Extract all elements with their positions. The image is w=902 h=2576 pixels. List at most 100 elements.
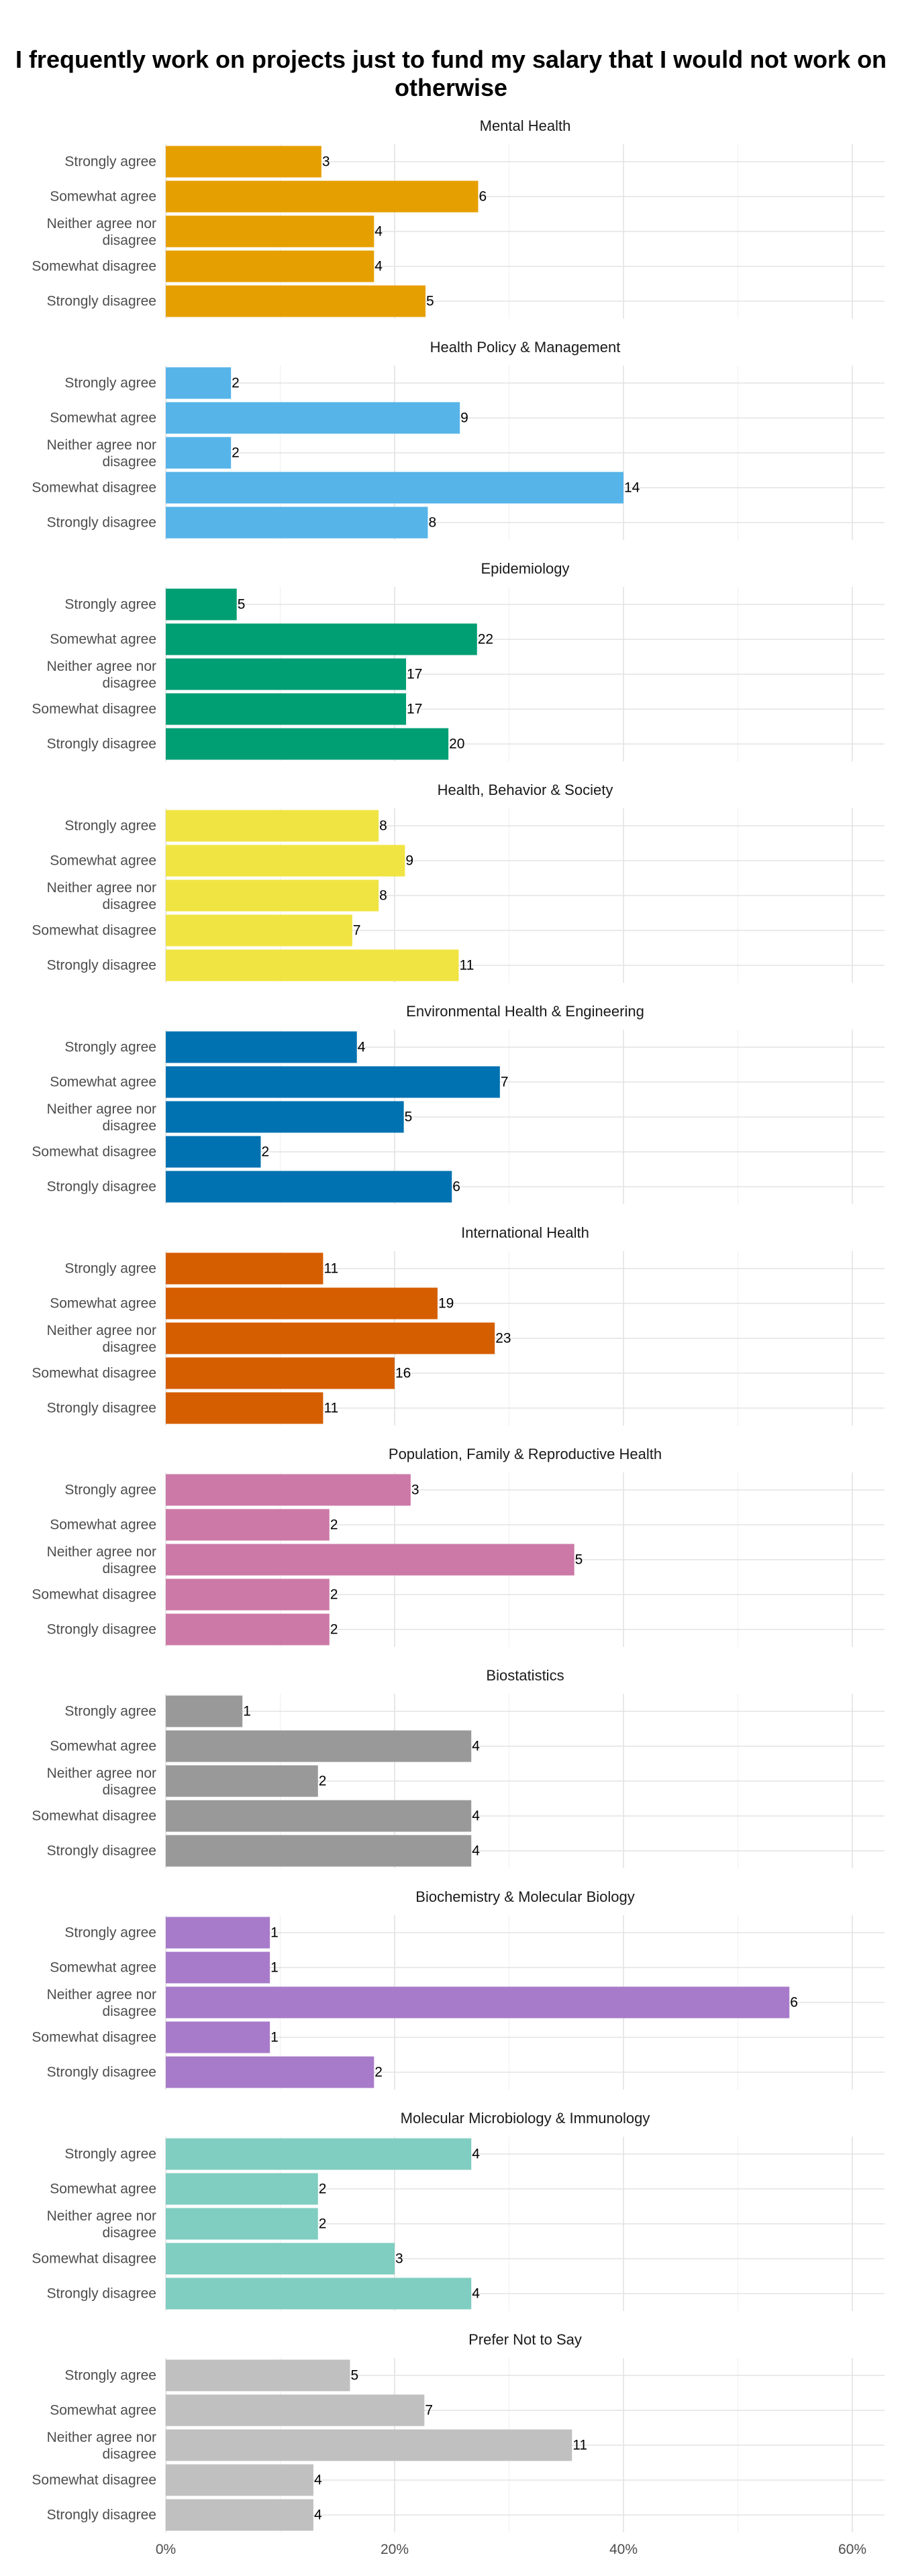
bar [166, 180, 479, 213]
bar [166, 2277, 472, 2310]
category-label: Strongly agree [64, 818, 156, 834]
bar [166, 845, 405, 877]
category-label: Strongly disagree [47, 2065, 156, 2080]
data-label: 2 [330, 1622, 338, 1638]
bar [166, 1031, 357, 1063]
bar [166, 1951, 270, 1984]
category-label-line: Neither agree nor [47, 1544, 156, 1560]
bar [166, 1287, 438, 1320]
category-label-line: disagree [102, 2225, 156, 2241]
data-label: 4 [472, 2286, 480, 2302]
facet-title: Prefer Not to Say [468, 2331, 582, 2348]
category-label: Strongly disagree [47, 2286, 156, 2302]
bar [166, 728, 449, 760]
category-label: Neither agree nor disagree [47, 1544, 156, 1576]
data-label: 4 [314, 2508, 322, 2523]
data-label: 4 [472, 1809, 480, 1824]
category-label: Neither agree nor disagree [47, 659, 156, 691]
data-label: 7 [353, 923, 361, 938]
category-label: Somewhat disagree [32, 1144, 156, 1160]
category-label-line: disagree [102, 676, 156, 691]
category-label: Somewhat agree [50, 1739, 156, 1754]
category-label: Strongly disagree [47, 1622, 156, 1638]
category-label: Somewhat disagree [32, 1809, 156, 1824]
facet-panel: Mental Health 3 Strongly agree 6 Somewhat ag… [32, 117, 885, 319]
data-label: 5 [351, 2368, 359, 2383]
data-label: 5 [426, 294, 434, 309]
bar [166, 2394, 425, 2426]
bar [166, 1613, 330, 1646]
facet-title: Mental Health [480, 117, 571, 134]
facet-panel: Population, Family & Reproductive Health… [32, 1446, 885, 1647]
data-label: 7 [425, 2403, 433, 2418]
category-label: Strongly agree [64, 1704, 156, 1719]
category-label-line: Neither agree nor [47, 437, 156, 453]
category-label: Neither agree nor disagree [47, 2208, 156, 2241]
bar [166, 1730, 472, 1762]
bar [166, 2243, 395, 2275]
data-label: 4 [472, 1739, 480, 1754]
data-label: 11 [323, 1401, 338, 1416]
facet-panel: Biochemistry & Molecular Biology 1 Strongl… [32, 1888, 885, 2090]
category-label: Strongly disagree [47, 515, 156, 531]
bar [166, 1101, 404, 1133]
data-label: 9 [405, 853, 413, 869]
category-label: Strongly agree [64, 2368, 156, 2383]
category-label: Somewhat disagree [32, 2030, 156, 2045]
data-label: 14 [624, 480, 640, 496]
bar [166, 588, 237, 621]
category-label-line: disagree [102, 1340, 156, 1355]
category-label-line: Neither agree nor [47, 659, 156, 674]
data-label: 2 [232, 376, 240, 391]
bar [166, 472, 623, 504]
bar [166, 1917, 270, 1949]
category-label: Neither agree nor disagree [47, 437, 156, 470]
category-label: Strongly disagree [47, 2508, 156, 2523]
category-label: Strongly disagree [47, 1401, 156, 1416]
category-label-line: disagree [102, 1561, 156, 1576]
facet-panel: Health, Behavior & Society 8 Strongly agre… [32, 782, 885, 983]
bar [166, 2464, 313, 2496]
data-label: 16 [395, 1366, 411, 1381]
category-label-line: disagree [102, 897, 156, 912]
category-label: Somewhat disagree [32, 923, 156, 938]
category-label: Somewhat agree [50, 2182, 156, 2197]
bar [166, 693, 407, 725]
facet-title: Molecular Microbiology & Immunology [401, 2110, 650, 2127]
bar [166, 1544, 574, 1576]
category-label: Strongly disagree [47, 1179, 156, 1195]
data-label: 11 [459, 958, 474, 973]
category-label: Strongly agree [64, 1925, 156, 1941]
category-label: Strongly disagree [47, 958, 156, 973]
category-label: Somewhat disagree [32, 1366, 156, 1381]
data-label: 5 [405, 1110, 413, 1125]
data-label: 2 [330, 1587, 338, 1603]
data-label: 2 [319, 1774, 327, 1789]
bar [166, 1986, 790, 2019]
bar [166, 1765, 318, 1797]
category-label: Strongly agree [64, 154, 156, 170]
data-label: 6 [479, 189, 487, 205]
facet-title: Health, Behavior & Society [438, 782, 613, 798]
bar [166, 2056, 374, 2088]
bar [166, 285, 426, 317]
category-label: Strongly agree [64, 1040, 156, 1055]
category-label: Somewhat agree [50, 1296, 156, 1311]
data-label: 3 [411, 1483, 419, 1498]
data-label: 9 [460, 411, 468, 426]
facet-title: Environmental Health & Engineering [406, 1003, 644, 1020]
bar [166, 1322, 495, 1354]
x-tick-label: 40% [609, 2542, 638, 2557]
category-label-line: disagree [102, 233, 156, 248]
category-label: Somewhat agree [50, 853, 156, 869]
bar [166, 1695, 243, 1727]
bar [166, 1800, 472, 1832]
bar [166, 250, 374, 282]
data-label: 1 [270, 1925, 279, 1941]
data-label: 22 [478, 632, 493, 647]
data-label: 4 [472, 2147, 480, 2162]
data-label: 1 [243, 1704, 251, 1719]
x-tick-label: 20% [381, 2542, 409, 2557]
bar [166, 1509, 330, 1541]
category-label-line: Neither agree nor [47, 216, 156, 231]
